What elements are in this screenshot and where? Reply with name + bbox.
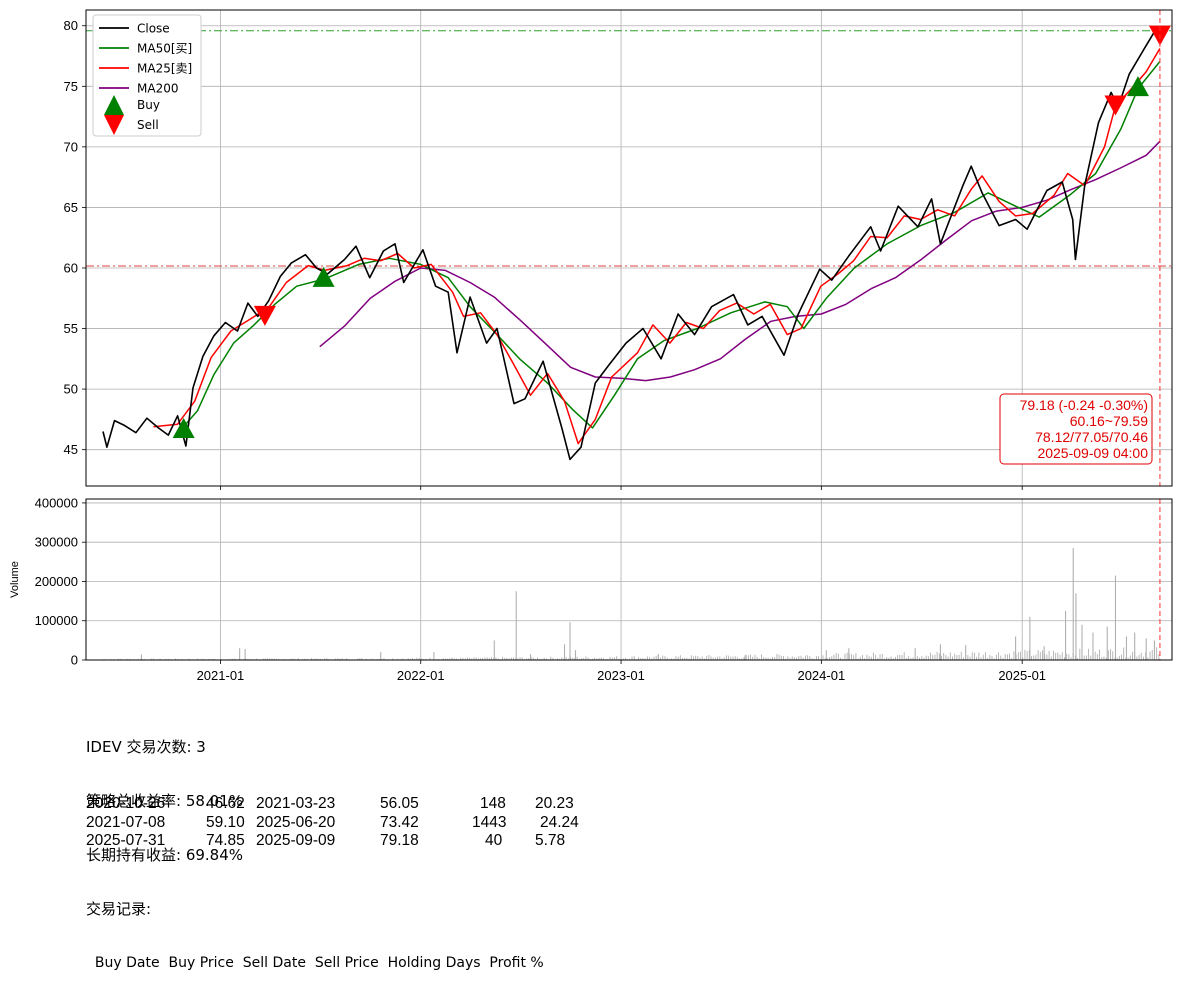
volume-plot-frame bbox=[85, 498, 1173, 661]
legend-label: Close bbox=[137, 22, 170, 36]
buy-marker bbox=[312, 266, 335, 287]
buy-price-cell: 46.62 bbox=[206, 795, 245, 812]
ma200-line bbox=[319, 140, 1161, 382]
buy-date-cell: 2025-07-31 bbox=[86, 832, 166, 849]
volume-y-tick-label: 200000 bbox=[35, 574, 78, 589]
info-box-line: 78.12/77.05/70.46 bbox=[1035, 429, 1148, 445]
info-box-line: 79.18 (-0.24 -0.30%) bbox=[1020, 397, 1148, 413]
price-y-tick-label: 45 bbox=[64, 442, 78, 457]
volume-y-tick-label: 100000 bbox=[35, 613, 78, 628]
sell-date-cell: 2025-06-20 bbox=[256, 813, 336, 831]
stock-chart: 45 50 55 60 65 70 75 80 79.18 (-0.24 -0.30%)60.1… bbox=[9, 9, 1173, 683]
sell-price-cell: 73.42 bbox=[380, 813, 419, 831]
legend-label: MA25[卖] bbox=[137, 62, 192, 76]
price-y-tick-label: 70 bbox=[64, 139, 78, 154]
info-box bbox=[999, 393, 1153, 465]
profit-cell: 24.24 bbox=[540, 813, 579, 831]
price-panel: 45 50 55 60 65 70 75 80 79.18 (-0.24 -0.30%)60.1… bbox=[64, 9, 1173, 490]
profit-cell: 5.78 bbox=[535, 832, 566, 849]
legend-buy-icon bbox=[104, 95, 124, 115]
volume-x-tick-label: 2024-01 bbox=[797, 668, 845, 683]
ma50-line bbox=[179, 61, 1161, 431]
legend-label: MA50[买] bbox=[137, 42, 192, 56]
info-box-line: 2025-09-09 04:00 bbox=[1037, 445, 1148, 461]
buy-date-cell: 2021-07-08 bbox=[86, 813, 166, 831]
sell-marker bbox=[1104, 95, 1127, 116]
volume-plot-area bbox=[86, 499, 1172, 660]
volume-x-tick-label: 2022-01 bbox=[397, 668, 445, 683]
price-plot-area bbox=[86, 10, 1172, 486]
legend-label: MA200 bbox=[137, 82, 178, 96]
trade-records-label: 交易记录: bbox=[86, 900, 152, 918]
sell-price-cell: 79.18 bbox=[380, 832, 419, 849]
info-box-line: 60.16~79.59 bbox=[1070, 413, 1148, 429]
buy-price-cell: 74.85 bbox=[206, 832, 245, 849]
volume-x-tick-label: 2023-01 bbox=[597, 668, 645, 683]
trade-table-header: Buy Date Buy Price Sell Date Sell Price … bbox=[86, 955, 544, 971]
volume-y-tick-label: 0 bbox=[71, 653, 78, 668]
holding-days-cell: 1443 bbox=[472, 813, 507, 831]
close-line bbox=[102, 30, 1161, 461]
price-y-tick-label: 75 bbox=[64, 79, 78, 94]
legend-sell-icon bbox=[104, 115, 124, 135]
price-y-tick-label: 65 bbox=[64, 200, 78, 215]
price-y-tick-label: 55 bbox=[64, 321, 78, 336]
buy-marker bbox=[172, 418, 195, 439]
price-plot-frame bbox=[85, 9, 1173, 487]
legend-label: Buy bbox=[137, 98, 160, 112]
holding-days-cell: 148 bbox=[480, 795, 506, 812]
sell-marker bbox=[253, 305, 276, 326]
trade-count-line: IDEV 交易次数: 3 bbox=[86, 738, 206, 756]
volume-panel: 0 100000 200000 300000 400000 2021-01 2022-01 2… bbox=[9, 495, 1173, 683]
volume-y-tick-label: 400000 bbox=[35, 495, 78, 510]
volume-x-tick-label: 2025-01 bbox=[998, 668, 1046, 683]
price-y-tick-label: 50 bbox=[64, 382, 78, 397]
buy-marker bbox=[1126, 76, 1149, 97]
volume-y-tick-label: 300000 bbox=[35, 535, 78, 550]
buy-date-cell: 2020-10-26 bbox=[86, 795, 166, 812]
legend-label: Sell bbox=[137, 118, 159, 132]
sell-date-cell: 2025-09-09 bbox=[256, 832, 336, 849]
profit-cell: 20.23 bbox=[535, 795, 574, 812]
volume-x-tick-label: 2021-01 bbox=[197, 668, 245, 683]
strategy-return-line: 策略总收益率: 58.01% bbox=[86, 792, 244, 810]
buy-price-cell: 59.10 bbox=[206, 813, 245, 831]
legend: Close MA50[买] MA25[卖] MA200 Buy Sell bbox=[92, 14, 202, 137]
price-y-tick-label: 60 bbox=[64, 260, 78, 275]
sell-price-cell: 56.05 bbox=[380, 795, 419, 812]
ma25-line bbox=[153, 48, 1161, 445]
legend-frame bbox=[92, 14, 202, 137]
sell-date-cell: 2021-03-23 bbox=[256, 795, 336, 812]
holding-days-cell: 40 bbox=[485, 832, 503, 849]
price-y-tick-label: 80 bbox=[64, 18, 78, 33]
volume-axis-label: Volume bbox=[9, 561, 21, 598]
